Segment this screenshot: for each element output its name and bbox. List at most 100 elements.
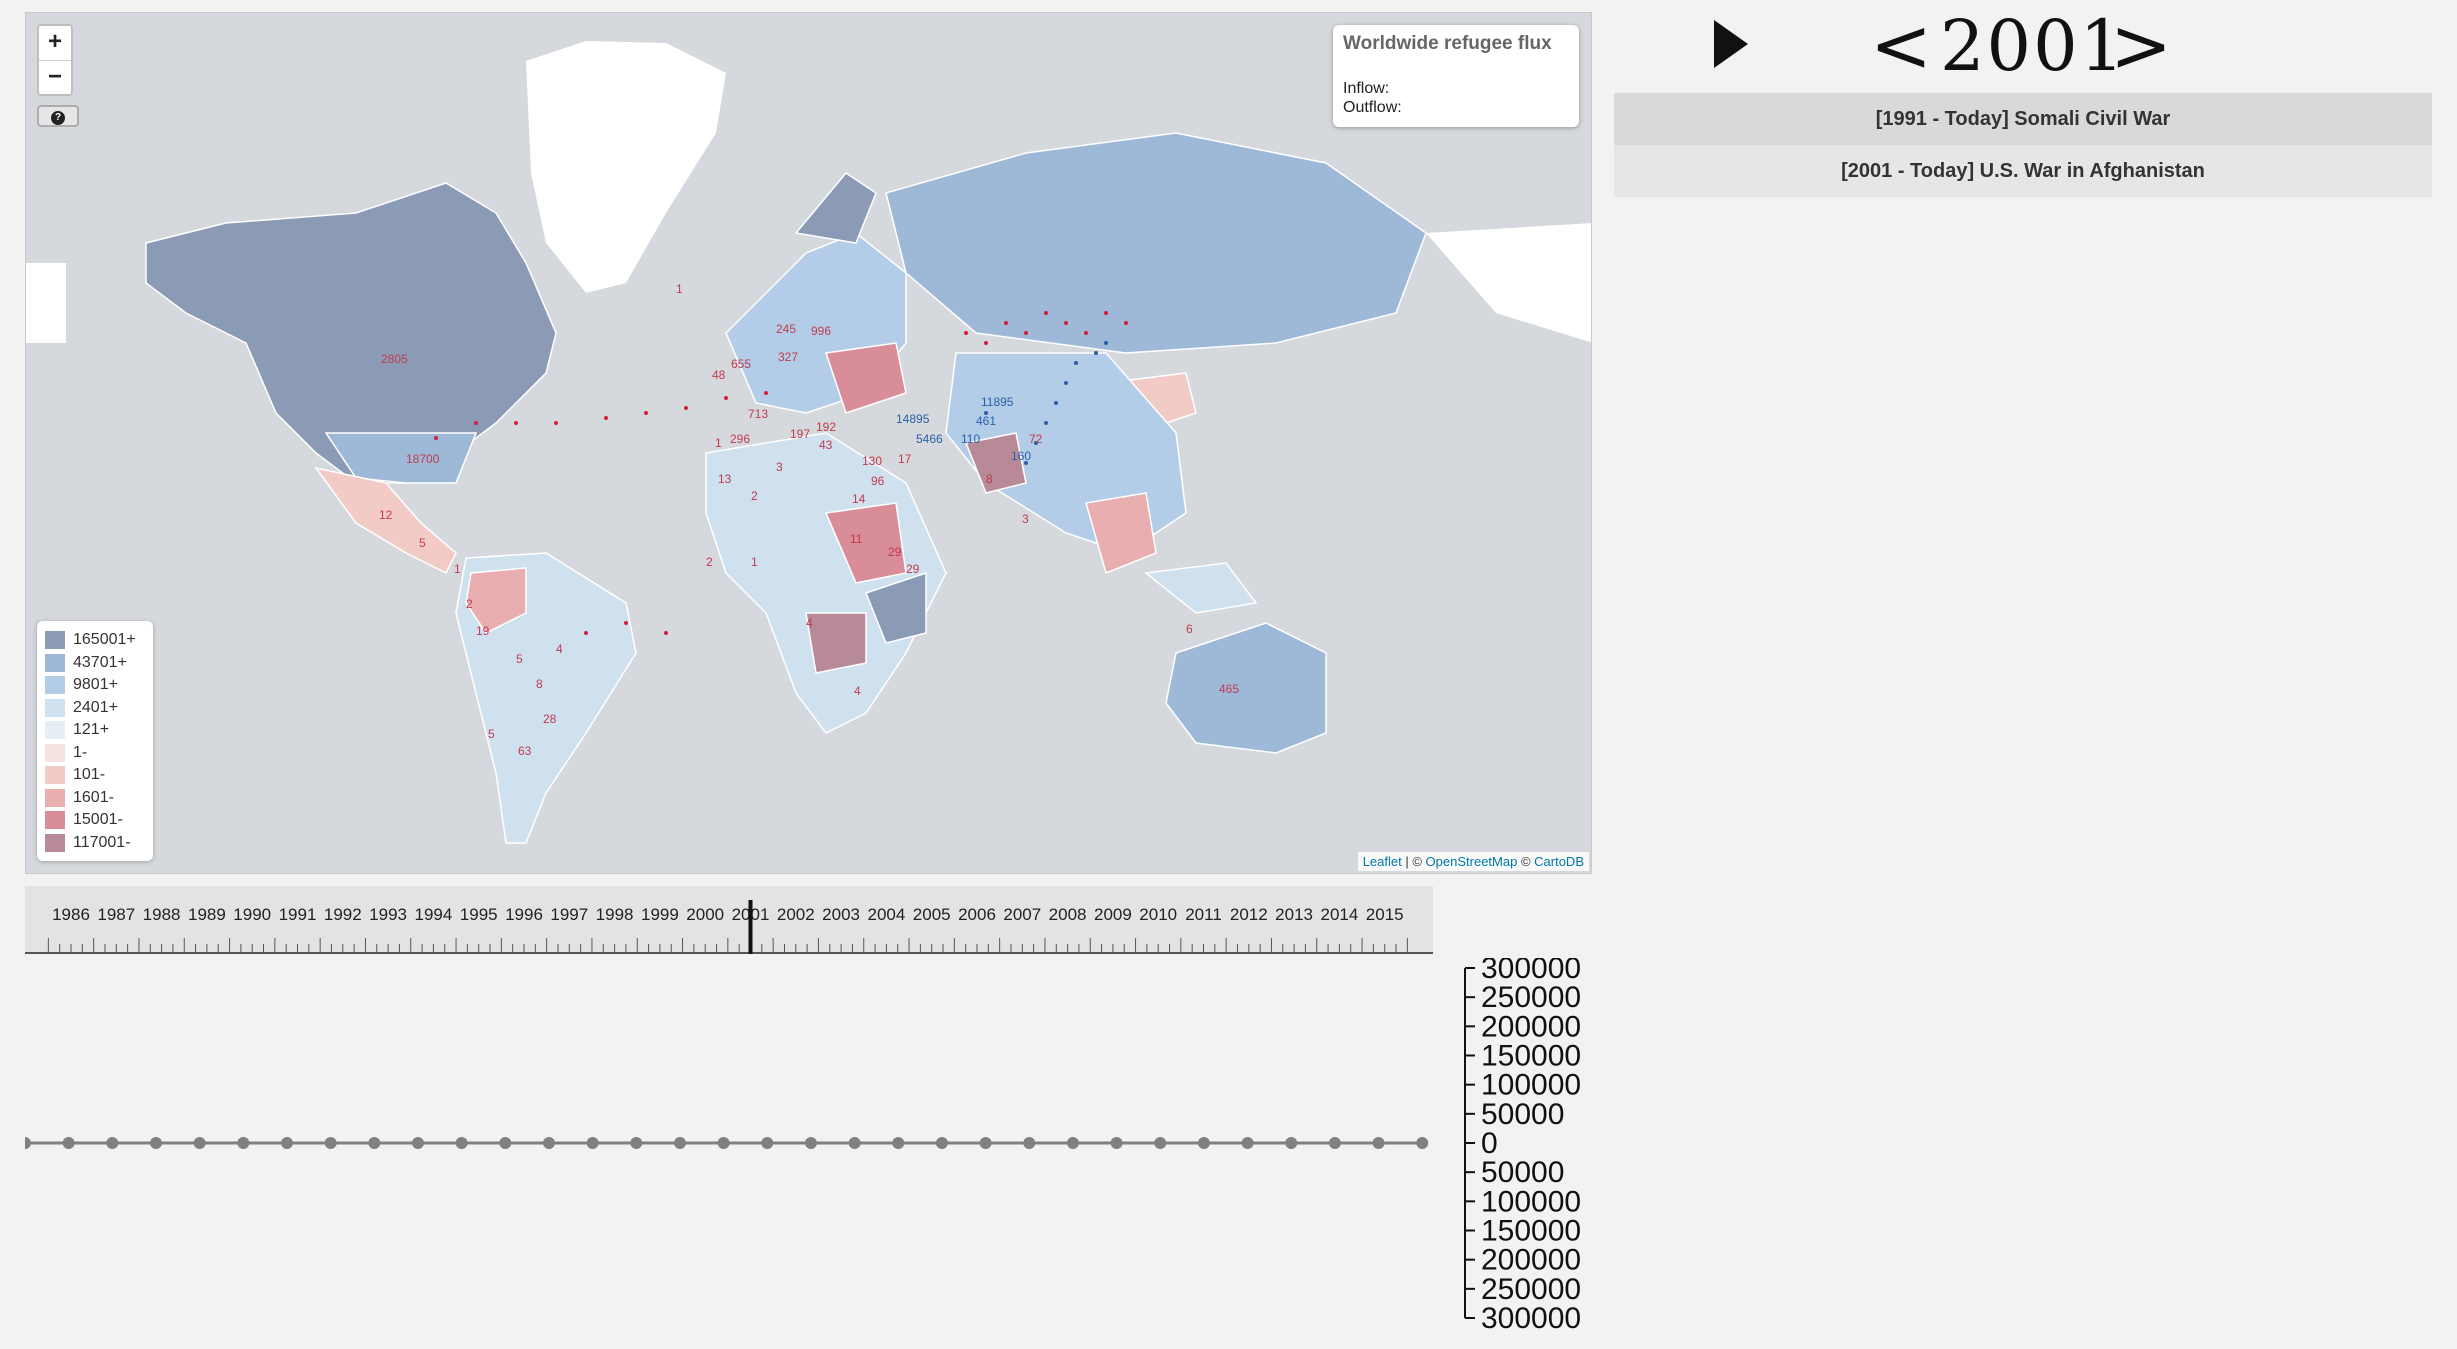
net-flow-point[interactable] — [979, 1137, 992, 1149]
net-flow-point[interactable] — [717, 1137, 730, 1149]
net-flow-point[interactable] — [935, 1137, 948, 1149]
legend-swatch — [45, 676, 65, 695]
help-button[interactable]: ? — [37, 105, 79, 127]
event-item[interactable]: [1991 - Today] Somali Civil War — [1614, 93, 2432, 145]
map-label: 63 — [518, 744, 532, 758]
map-label: 2 — [706, 555, 713, 569]
year-timeline[interactable]: 1986 1987 1988 1989 1990 1991 1992 1993 1994 1995… — [25, 886, 1433, 954]
timeline-year-label[interactable]: 2005 — [913, 905, 951, 924]
y-axis-label: 150000 — [1481, 1040, 1581, 1073]
y-axis-label: 300000 — [1481, 1302, 1581, 1335]
net-flow-point[interactable] — [324, 1137, 337, 1149]
net-flow-point[interactable] — [848, 1137, 861, 1149]
map-label: 1 — [751, 555, 758, 569]
timeline-year-label[interactable]: 1992 — [324, 905, 362, 924]
legend-label: 121+ — [73, 721, 110, 739]
net-flow-point[interactable] — [892, 1137, 905, 1149]
timeline-year-label[interactable]: 2004 — [867, 905, 905, 924]
world-map[interactable]: 2805 18700 12 5 1 2 19 5 4 8 28 5 63 1 6… — [25, 12, 1592, 874]
net-flow-point[interactable] — [280, 1137, 293, 1149]
zoom-out-button[interactable]: − — [39, 60, 71, 94]
net-flow-point[interactable] — [1066, 1137, 1079, 1149]
map-label: 4 — [854, 684, 861, 698]
timeline-year-label[interactable]: 2015 — [1366, 905, 1404, 924]
timeline-year-label[interactable]: 1993 — [369, 905, 407, 924]
timeline-year-label[interactable]: 2011 — [1185, 905, 1222, 924]
map-label: 5 — [516, 652, 523, 666]
legend-swatch — [45, 788, 65, 807]
map-label: 13 — [718, 472, 732, 486]
net-flow-point[interactable] — [106, 1137, 119, 1149]
timeline-year-label[interactable]: 2003 — [822, 905, 860, 924]
next-year-button[interactable]: > — [2110, 3, 2173, 89]
net-flow-point[interactable] — [1285, 1137, 1298, 1149]
timeline-year-label[interactable]: 1991 — [279, 905, 317, 924]
timeline-year-label[interactable]: 2012 — [1230, 905, 1268, 924]
net-flow-point[interactable] — [237, 1137, 250, 1149]
timeline-year-label[interactable]: 1988 — [143, 905, 181, 924]
map-label: 465 — [1219, 682, 1239, 696]
timeline-year-label[interactable]: 1994 — [414, 905, 452, 924]
y-axis-label: 250000 — [1481, 1273, 1581, 1306]
net-flow-point[interactable] — [1197, 1137, 1210, 1149]
net-flow-point[interactable] — [1154, 1137, 1167, 1149]
net-flow-point[interactable] — [1110, 1137, 1123, 1149]
legend-swatch — [45, 721, 65, 740]
net-flow-point[interactable] — [1328, 1137, 1341, 1149]
timeline-year-label[interactable]: 1989 — [188, 905, 226, 924]
legend-swatch — [45, 743, 65, 762]
legend-label: 1601- — [73, 788, 114, 806]
timeline-year-label[interactable]: 1996 — [505, 905, 543, 924]
net-flow-point[interactable] — [761, 1137, 774, 1149]
map-label: 713 — [748, 407, 768, 421]
net-flow-point[interactable] — [1023, 1137, 1036, 1149]
timeline-year-label[interactable]: 1997 — [550, 905, 588, 924]
net-flow-point[interactable] — [62, 1137, 75, 1149]
net-flow-point[interactable] — [1241, 1137, 1254, 1149]
legend-item: 15001- — [45, 809, 145, 832]
timeline-year-label[interactable]: 2010 — [1139, 905, 1177, 924]
net-flow-point[interactable] — [542, 1137, 555, 1149]
timeline-year-label[interactable]: 1987 — [97, 905, 135, 924]
timeline-year-label[interactable]: 1998 — [596, 905, 634, 924]
net-flow-point[interactable] — [193, 1137, 206, 1149]
previous-year-button[interactable]: < — [1870, 3, 1933, 89]
timeline-year-label[interactable]: 1995 — [460, 905, 498, 924]
net-flow-point[interactable] — [804, 1137, 817, 1149]
legend-label: 165001+ — [73, 631, 136, 649]
timeline-year-label[interactable]: 2006 — [958, 905, 996, 924]
timeline-year-label[interactable]: 1990 — [233, 905, 271, 924]
map-label: 1 — [676, 282, 683, 296]
timeline-year-label[interactable]: 2002 — [777, 905, 815, 924]
net-flow-point[interactable] — [499, 1137, 512, 1149]
y-axis-label: 200000 — [1481, 1244, 1581, 1277]
timeline-year-label[interactable]: 2007 — [1003, 905, 1041, 924]
net-flow-point[interactable] — [673, 1137, 686, 1149]
legend-label: 1- — [73, 743, 88, 761]
net-flow-point[interactable] — [149, 1137, 162, 1149]
net-flow-point[interactable] — [368, 1137, 381, 1149]
timeline-year-label[interactable]: 2000 — [686, 905, 724, 924]
timeline-year-label[interactable]: 2014 — [1320, 905, 1358, 924]
net-flow-point[interactable] — [1372, 1137, 1385, 1149]
map-label: 19 — [476, 624, 490, 638]
zoom-in-button[interactable]: + — [47, 28, 62, 55]
net-flow-point[interactable] — [19, 1137, 31, 1149]
timeline-year-label[interactable]: 1999 — [641, 905, 679, 924]
osm-link[interactable]: OpenStreetMap — [1425, 854, 1518, 869]
event-item[interactable]: [2001 - Today] U.S. War in Afghanistan — [1614, 145, 2432, 197]
timeline-year-label[interactable]: 2009 — [1094, 905, 1132, 924]
net-flow-point[interactable] — [455, 1137, 468, 1149]
cartodb-link[interactable]: CartoDB — [1534, 854, 1584, 869]
leaflet-link[interactable]: Leaflet — [1362, 854, 1402, 869]
timeline-year-label[interactable]: 2013 — [1275, 905, 1313, 924]
net-flow-point[interactable] — [586, 1137, 599, 1149]
map-tiles[interactable]: 2805 18700 12 5 1 2 19 5 4 8 28 5 63 1 6… — [26, 13, 1592, 874]
net-flow-point[interactable] — [411, 1137, 424, 1149]
net-flow-point[interactable] — [1416, 1137, 1429, 1149]
net-flow-point[interactable] — [630, 1137, 643, 1149]
timeline-year-label[interactable]: 1986 — [52, 905, 90, 924]
timeline-year-label[interactable]: 2008 — [1049, 905, 1087, 924]
play-icon[interactable] — [1714, 20, 1748, 68]
map-label: 130 — [862, 454, 882, 468]
